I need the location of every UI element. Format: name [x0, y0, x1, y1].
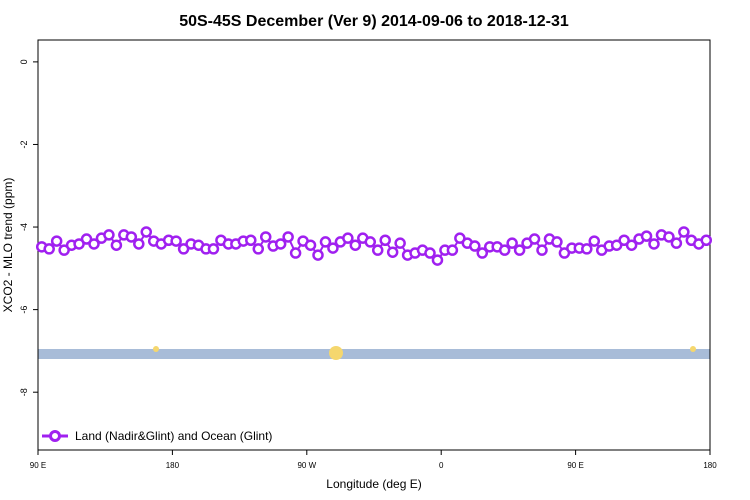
x-tick-label: 90 E	[30, 461, 46, 470]
data-point	[476, 247, 489, 259]
data-point	[394, 237, 406, 249]
data-point	[588, 235, 601, 247]
data-point	[110, 239, 123, 251]
data-point	[640, 230, 653, 242]
x-axis-label: Longitude (deg E)	[326, 477, 421, 491]
data-point	[73, 238, 85, 250]
data-point	[140, 226, 153, 238]
x-tick-label: 180	[166, 461, 180, 470]
data-point	[424, 247, 436, 259]
data-point	[327, 242, 339, 254]
data-point	[551, 236, 563, 248]
y-tick-label: -8	[19, 388, 29, 396]
y-axis-label: XCO2 - MLO trend (ppm)	[1, 178, 15, 313]
data-point	[625, 239, 638, 251]
x-tick-label: 180	[703, 461, 717, 470]
data-point	[469, 240, 481, 252]
data-point	[50, 235, 63, 247]
data-point	[528, 233, 541, 245]
data-point	[379, 234, 391, 247]
data-point	[252, 243, 265, 255]
data-point	[648, 238, 660, 250]
data-point	[170, 235, 182, 247]
data-point	[513, 244, 526, 256]
data-point	[446, 244, 459, 256]
data-point	[304, 239, 317, 251]
data-point	[536, 244, 548, 256]
data-point	[245, 234, 257, 247]
coverage-dot	[329, 346, 343, 360]
data-point	[289, 247, 302, 259]
y-tick-label: -6	[19, 306, 29, 314]
y-tick-label: 0	[19, 59, 29, 64]
data-point	[80, 233, 93, 245]
data-point	[133, 238, 145, 250]
data-point	[125, 231, 138, 243]
data-point	[498, 244, 511, 256]
data-point	[581, 243, 593, 255]
x-tick-label: 90 W	[297, 461, 316, 470]
data-point	[670, 237, 683, 249]
coverage-dot	[153, 346, 159, 352]
legend: Land (Nadir&Glint) and Ocean (Glint)	[42, 429, 272, 443]
data-point	[319, 236, 332, 248]
data-point	[177, 243, 190, 255]
data-point	[342, 232, 354, 244]
y-tick-label: -4	[19, 223, 29, 231]
data-point	[364, 236, 377, 248]
data-point	[506, 237, 518, 249]
data-point	[274, 238, 287, 250]
data-point	[88, 238, 100, 250]
data-point	[312, 249, 324, 261]
data-point	[431, 254, 444, 266]
data-point	[700, 234, 713, 247]
y-tick-label: -2	[19, 140, 29, 148]
data-point	[618, 234, 630, 247]
data-point	[103, 229, 115, 241]
ocean-coverage-band	[38, 349, 710, 359]
coverage-dot	[690, 346, 696, 352]
data-point	[259, 231, 272, 243]
data-point	[610, 239, 623, 251]
data-point	[207, 243, 220, 255]
data-point	[58, 244, 70, 256]
data-point	[43, 243, 55, 255]
x-tick-label: 0	[439, 461, 444, 470]
data-point	[663, 231, 675, 243]
data-point	[386, 246, 399, 258]
legend-marker	[49, 430, 61, 442]
legend-label: Land (Nadir&Glint) and Ocean (Glint)	[75, 429, 272, 443]
data-point	[349, 239, 362, 251]
data-point	[371, 244, 384, 256]
data-point	[558, 247, 571, 259]
x-tick-label: 90 E	[567, 461, 583, 470]
data-point	[678, 226, 690, 238]
data-point	[282, 231, 294, 243]
data-point	[454, 232, 466, 244]
chart-title: 50S-45S December (Ver 9) 2014-09-06 to 2…	[179, 13, 569, 30]
